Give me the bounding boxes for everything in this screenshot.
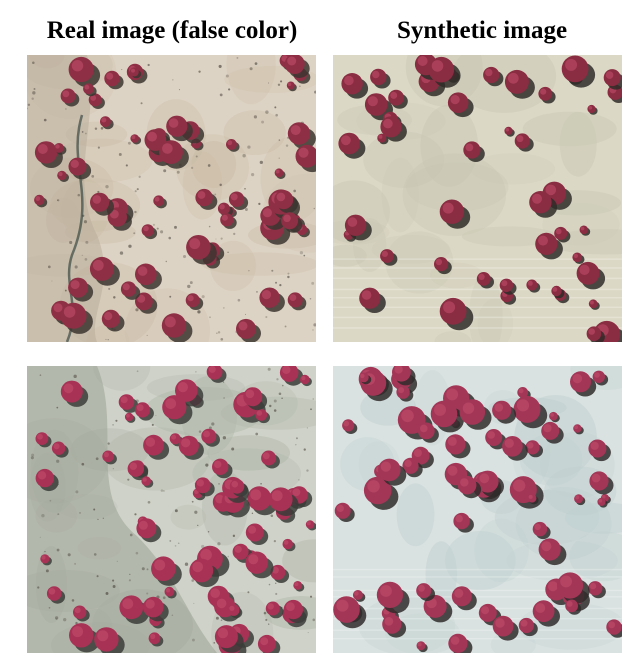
real-image-top-canvas xyxy=(27,55,316,342)
synthetic-image-top xyxy=(333,55,622,342)
real-image-bottom-canvas xyxy=(27,366,316,653)
synthetic-image-bottom-canvas xyxy=(333,366,622,653)
real-image-top xyxy=(27,55,316,342)
column-title-synthetic: Synthetic image xyxy=(396,17,568,44)
real-image-bottom xyxy=(27,366,316,653)
column-title-real: Real image (false color) xyxy=(46,17,298,44)
synthetic-image-top-canvas xyxy=(333,55,622,342)
synthetic-image-bottom xyxy=(333,366,622,653)
